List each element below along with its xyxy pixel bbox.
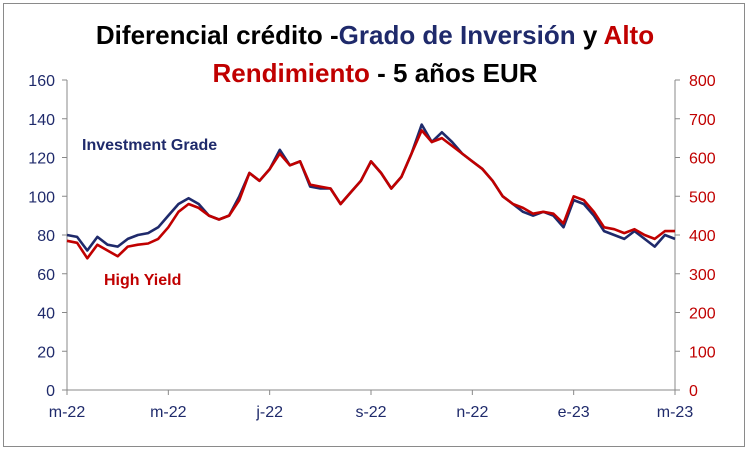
x-tick-label: m-22: [150, 404, 187, 421]
chart-title-line-1: Diferencial crédito -Grado de Inversión …: [0, 20, 750, 51]
right-y-tick-label: 700: [689, 112, 716, 129]
title-part-3: y: [575, 20, 604, 50]
left-y-tick-label: 100: [28, 189, 55, 206]
left-y-tick-label: 0: [46, 383, 55, 400]
high-yield-label: High Yield: [104, 272, 181, 289]
title-part-1: Diferencial crédito -: [95, 20, 339, 50]
left-y-tick-label: 20: [37, 344, 55, 361]
left-y-tick-label: 60: [37, 267, 55, 284]
left-y-tick-label: 80: [37, 228, 55, 245]
x-tick-label: m-23: [657, 404, 694, 421]
high-yield-line: [66, 129, 675, 260]
right-y-tick-label: 300: [689, 267, 716, 284]
left-y-tick-label: 160: [28, 73, 55, 90]
left-y-tick-label: 140: [28, 112, 55, 129]
right-y-tick-label: 100: [689, 344, 716, 361]
title-part-6: - 5 años EUR: [369, 58, 538, 88]
x-tick-label: e-23: [558, 404, 590, 421]
chart-title-line-2: Rendimiento - 5 años EUR: [0, 58, 750, 89]
right-y-tick-label: 800: [689, 73, 716, 90]
right-y-tick-label: 200: [689, 306, 716, 323]
x-tick-label: j-22: [255, 404, 283, 421]
investment-grade-label: Investment Grade: [82, 137, 217, 154]
x-tick-label: n-22: [456, 404, 488, 421]
right-y-tick-label: 0: [689, 383, 698, 400]
left-y-tick-label: 120: [28, 151, 55, 168]
right-y-tick-label: 400: [689, 228, 716, 245]
x-tick-label: m-22: [49, 404, 86, 421]
title-part-4: Alto: [603, 20, 655, 50]
right-y-tick-label: 600: [689, 151, 716, 168]
title-part-2: Grado de Inversión: [338, 20, 576, 50]
right-y-tick-label: 500: [689, 189, 716, 206]
title-part-5: Rendimiento: [212, 58, 370, 88]
x-tick-label: s-22: [355, 404, 386, 421]
chart-frame: [3, 3, 745, 447]
left-y-tick-label: 40: [37, 306, 55, 323]
